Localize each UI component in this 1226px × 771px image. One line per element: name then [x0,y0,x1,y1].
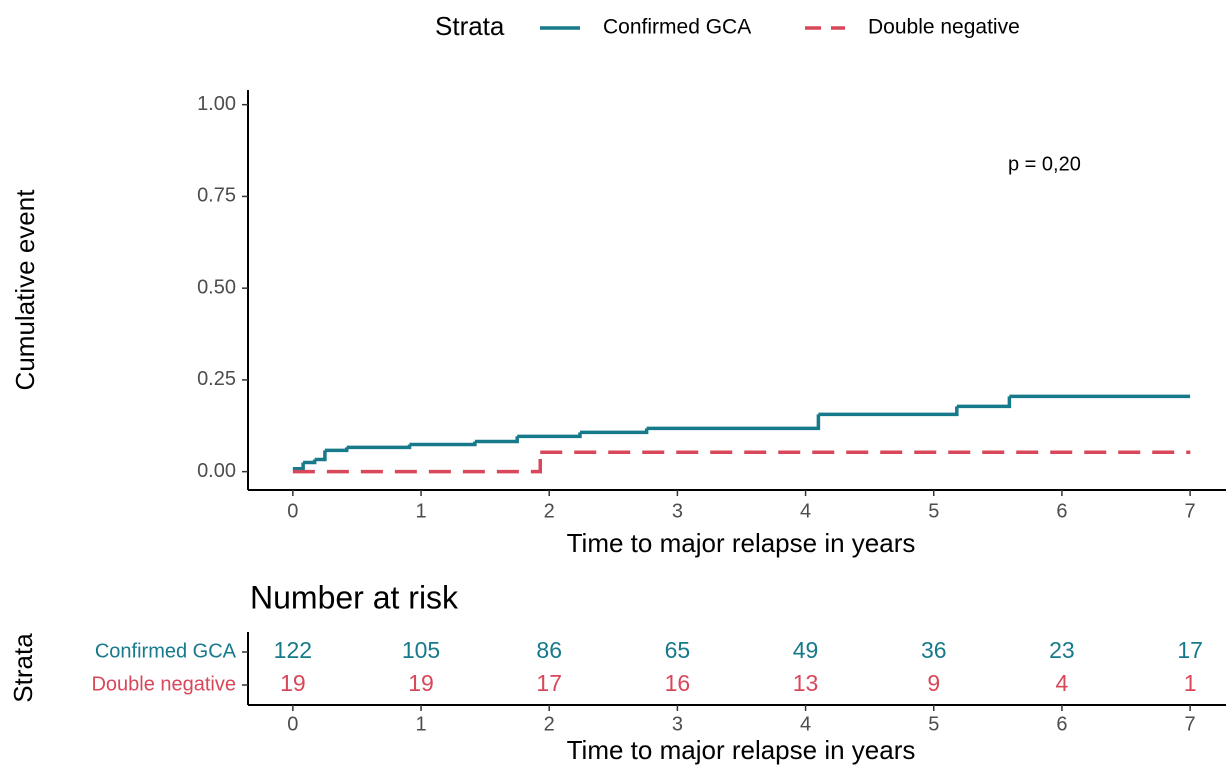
risk-count: 65 [665,637,691,663]
x-tick-label: 7 [1185,500,1196,522]
y-axis-title: Cumulative event [10,189,40,391]
risk-count: 23 [1049,637,1075,663]
step-segment [324,447,349,453]
x-axis-title: Time to major relapse in years [567,528,916,558]
step-segment [646,414,821,431]
risk-count: 19 [280,670,306,696]
step-segment [346,444,412,450]
x-tick-label: 2 [544,713,555,735]
legend-title: Strata [435,11,505,41]
step-segment [474,436,519,444]
risk-count: 17 [536,670,562,696]
step-segment [818,406,959,417]
risk-count: 17 [1177,637,1203,663]
y-tick-label: 0.75 [197,185,236,207]
x-tick-label: 1 [415,713,426,735]
step-segment [303,459,317,465]
x-tick-label: 1 [415,500,426,522]
risk-count: 13 [793,670,819,696]
x-tick-label: 4 [800,500,811,522]
legend-label: Double negative [868,16,1020,39]
x-tick-label: 3 [672,500,683,522]
y-tick-label: 0.00 [197,460,236,482]
x-tick-label: 0 [287,500,298,522]
step-segment [292,452,542,474]
x-tick-label: 7 [1185,713,1196,735]
x-tick-label: 3 [672,713,683,735]
step-segment [292,462,305,471]
risk-count: 16 [665,670,691,696]
table-title: Number at risk [250,579,459,615]
y-tick-label: 0.25 [197,368,236,390]
x-tick-label: 5 [928,500,939,522]
step-segment [314,450,327,462]
risk-count: 49 [793,637,819,663]
risk-count: 86 [536,637,562,663]
x-tick-label: 0 [287,713,298,735]
legend-label: Confirmed GCA [603,16,751,39]
x-tick-label: 4 [800,713,811,735]
x-tick-label: 6 [1056,500,1067,522]
risk-count: 1 [1184,670,1197,696]
x-tick-label: 2 [544,500,555,522]
row-label: Confirmed GCA [95,640,237,662]
risk-count: 105 [402,637,440,663]
risk-count: 9 [927,670,940,696]
risk-count: 4 [1056,670,1069,696]
p-value: p = 0,20 [1008,153,1081,175]
y-tick-label: 0.50 [197,276,236,298]
step-segment [956,396,1012,409]
risk-count: 19 [408,670,434,696]
x-tick-label: 6 [1056,713,1067,735]
step-segment [579,428,649,435]
row-label: Double negative [91,673,236,695]
x-tick-label: 5 [928,713,939,735]
y-tick-label: 1.00 [197,93,236,115]
table-y-axis-title: Strata [8,633,38,703]
step-segment [409,441,477,447]
step-segment [517,432,582,439]
risk-count: 122 [274,637,312,663]
table-x-axis-title: Time to major relapse in years [567,735,916,765]
risk-count: 36 [921,637,947,663]
